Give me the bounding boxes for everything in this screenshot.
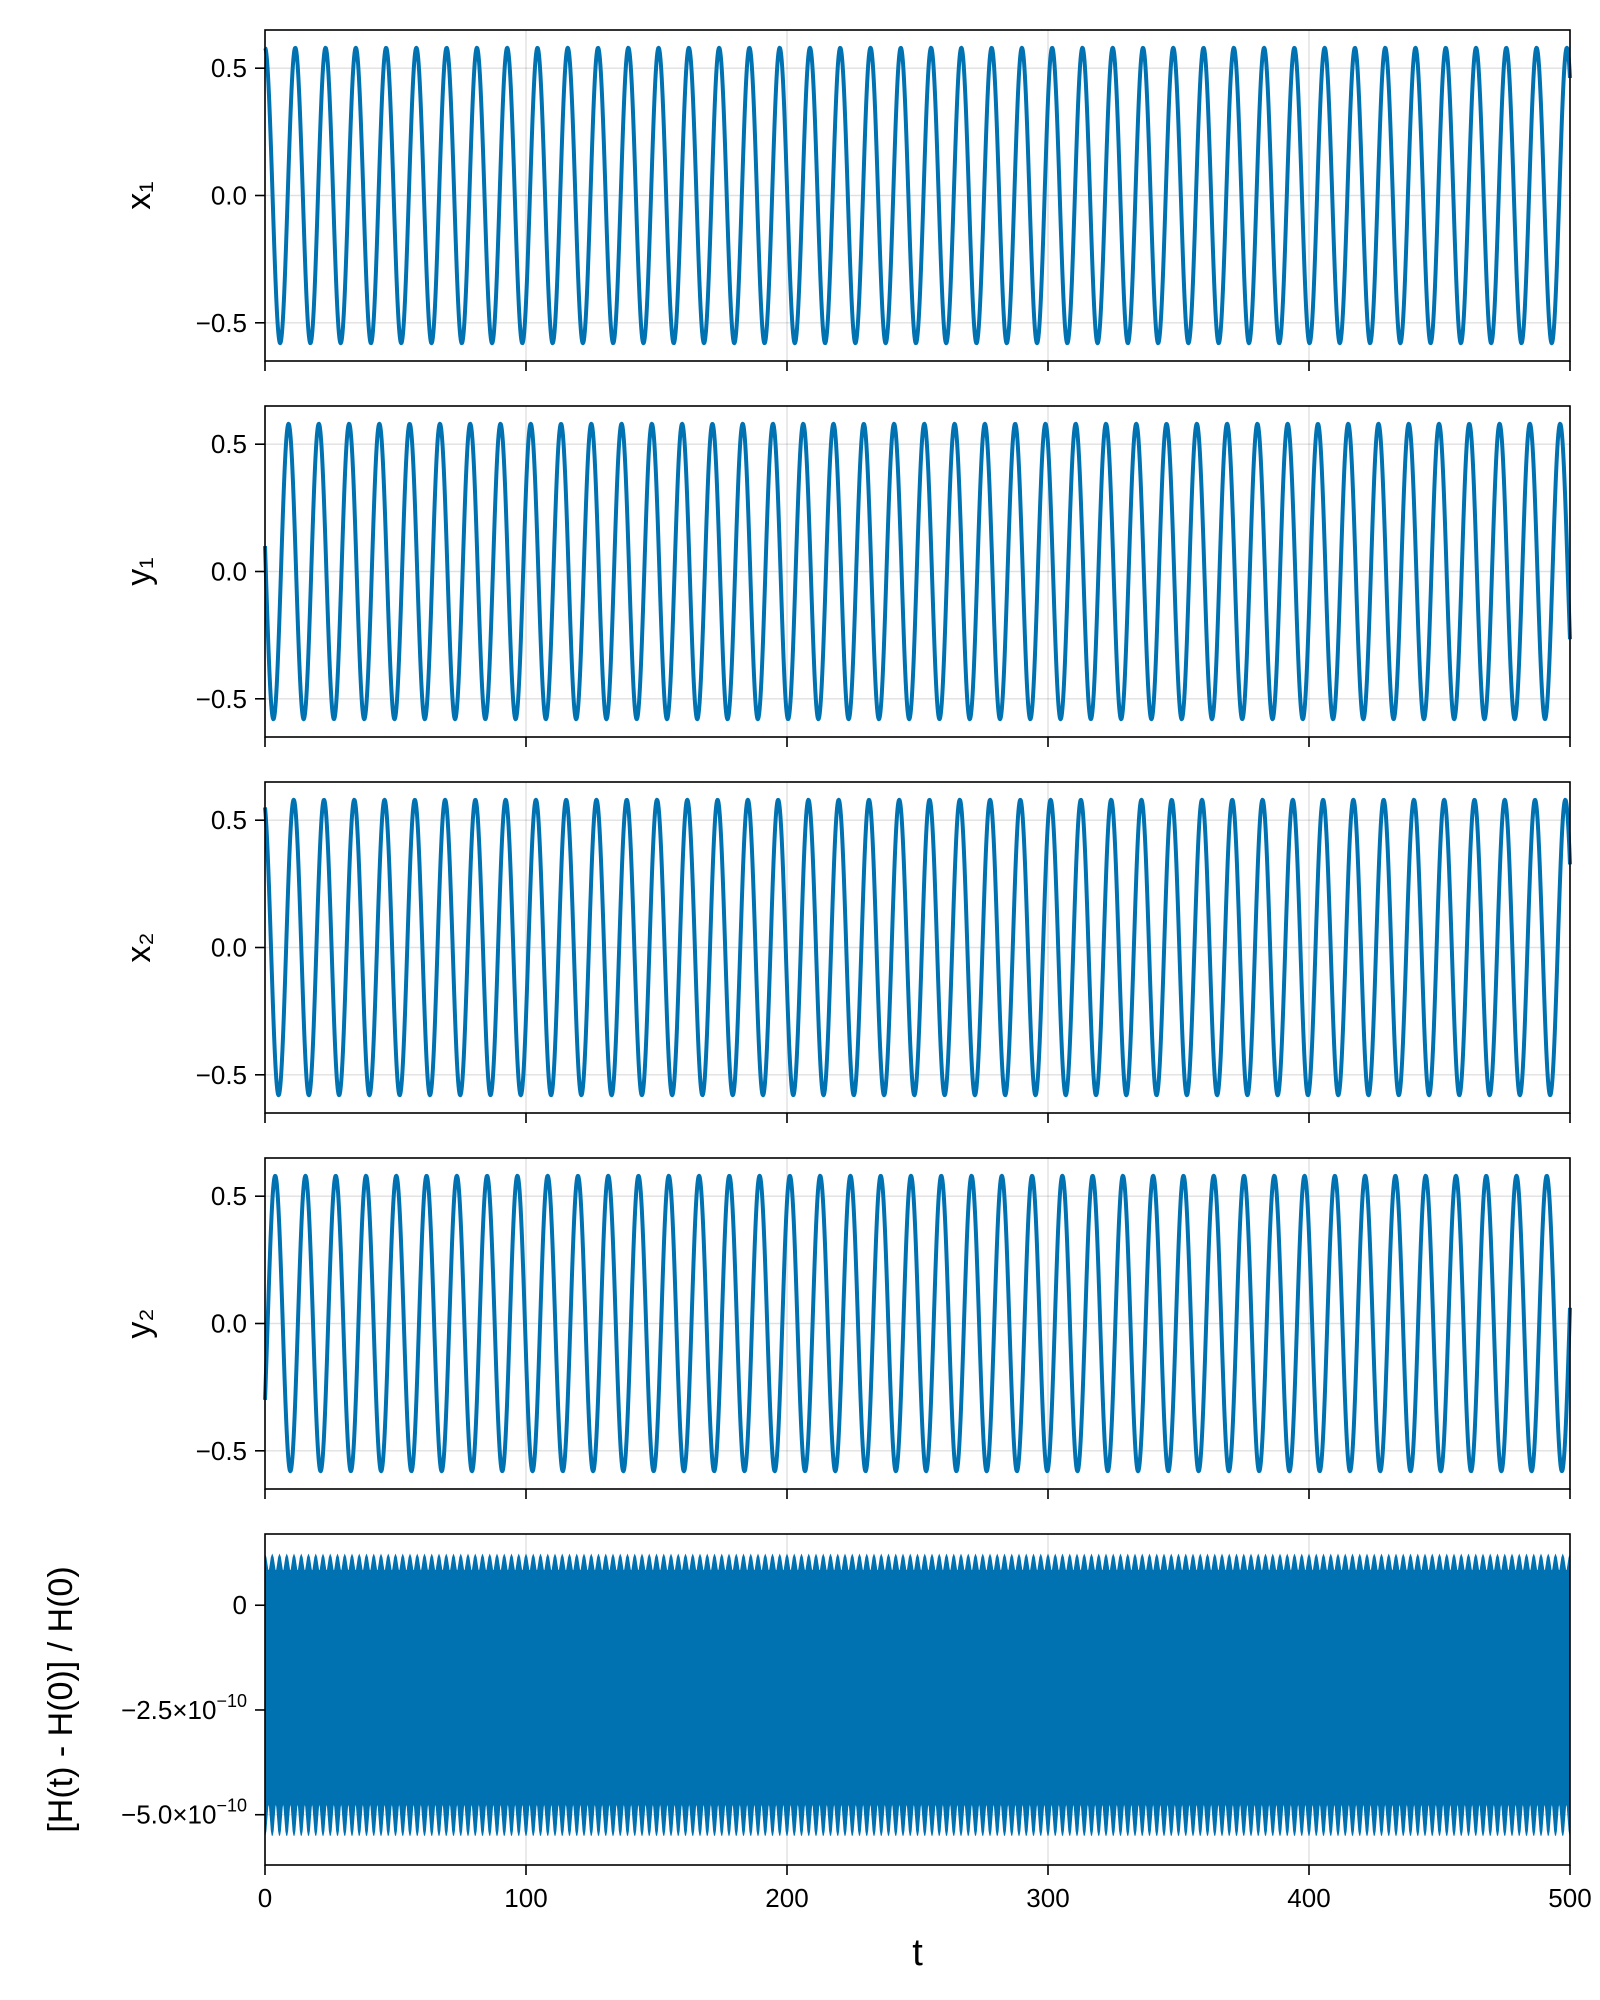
series-line (263, 421, 1572, 722)
y-tick-label: 0.5 (211, 1181, 247, 1211)
panel-5: 0−2.5×10−10−5.0×10−100 100 200 300 400 500[H(… (42, 1533, 1592, 1974)
y-tick-label: 0.5 (211, 53, 247, 83)
x-tick-label: 200 (765, 1883, 808, 1913)
y-tick-exponent: −10 (216, 1796, 247, 1816)
y-axis-label: x₂ (120, 932, 158, 962)
x-tick-label: 300 (1026, 1883, 1069, 1913)
panel-3: 0.5 0.0 −0.5 x₂ (120, 781, 1572, 1123)
x-tick-label: 500 (1548, 1883, 1591, 1913)
y-axis-label: x₁ (120, 181, 158, 209)
y-tick-base: −5.0×10 (121, 1800, 216, 1830)
panel-2: 0.5 0.0 −0.5 y₁ (120, 405, 1572, 747)
panel-4: 0.5 0.0 −0.5 y₂ (120, 1157, 1572, 1499)
series-band (264, 1553, 1571, 1836)
y-tick-label: −0.5 (196, 308, 247, 338)
x-tick-label: 0 (258, 1883, 272, 1913)
y-tick-label: 0.5 (211, 805, 247, 835)
panels-container: 0.50.0−0.5x₁0.50.0−0.5y₁0.50.0−0.5x₂0.50… (42, 29, 1592, 1974)
y-tick-label: −2.5×10−10 (121, 1691, 247, 1725)
y-axis-label: [H(t) - H(0)] / H(0) (42, 1566, 80, 1832)
panel-1: 0.5 0.0 −0.5 x₁ (120, 29, 1572, 371)
y-tick-label: −0.5 (196, 1436, 247, 1466)
series-line (263, 1173, 1572, 1474)
x-tick-label: 100 (504, 1883, 547, 1913)
y-tick-label: 0 (233, 1590, 247, 1620)
y-tick-label: 0.5 (211, 429, 247, 459)
y-tick-label: −0.5 (196, 1060, 247, 1090)
y-tick-label: −5.0×10−10 (121, 1796, 247, 1830)
y-axis-label: y₁ (120, 557, 158, 585)
y-axis-label: y₂ (120, 1308, 158, 1338)
axes-frame (264, 1533, 1571, 1866)
y-tick-label: 0.0 (211, 933, 247, 963)
y-tick-label: 0.0 (211, 1309, 247, 1339)
series-line (263, 797, 1572, 1098)
x-axis-label: t (912, 1932, 923, 1974)
y-tick-label: 0.0 (211, 181, 247, 211)
y-tick-label: −0.5 (196, 684, 247, 714)
y-tick-label: 0.0 (211, 557, 247, 587)
series-line (263, 45, 1572, 346)
x-tick-label: 400 (1287, 1883, 1330, 1913)
y-tick-base: −2.5×10 (121, 1695, 216, 1725)
y-tick-exponent: −10 (216, 1691, 247, 1711)
